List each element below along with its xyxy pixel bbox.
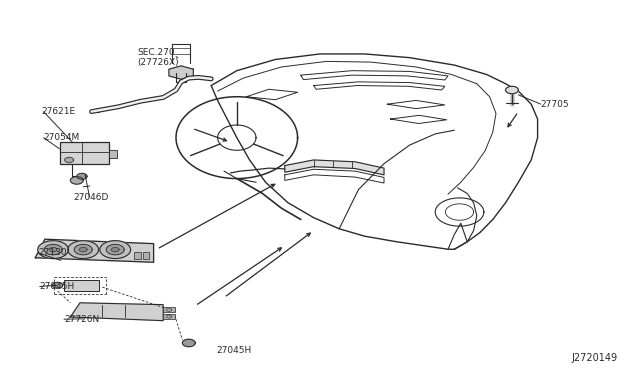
Polygon shape xyxy=(70,177,83,184)
Polygon shape xyxy=(169,66,193,79)
Polygon shape xyxy=(111,247,119,252)
Bar xyxy=(134,252,141,259)
Polygon shape xyxy=(506,86,518,94)
Text: 27705: 27705 xyxy=(541,100,570,109)
Polygon shape xyxy=(68,241,99,259)
Polygon shape xyxy=(35,239,154,262)
Text: 27130: 27130 xyxy=(38,248,67,257)
Polygon shape xyxy=(182,339,195,347)
Bar xyxy=(109,150,117,158)
Text: J2720149: J2720149 xyxy=(572,353,618,363)
Text: 27045H: 27045H xyxy=(40,282,75,291)
Polygon shape xyxy=(79,247,87,252)
Bar xyxy=(60,142,109,164)
Polygon shape xyxy=(74,244,92,255)
Polygon shape xyxy=(65,157,74,163)
Polygon shape xyxy=(100,241,131,259)
Text: 27054M: 27054M xyxy=(44,133,80,142)
Polygon shape xyxy=(44,244,62,255)
Text: 27726N: 27726N xyxy=(64,315,99,324)
Polygon shape xyxy=(285,160,384,175)
Polygon shape xyxy=(106,244,124,255)
Polygon shape xyxy=(70,303,163,321)
Text: 27046D: 27046D xyxy=(74,193,109,202)
Polygon shape xyxy=(77,173,87,179)
Text: SEC.270
(27726X): SEC.270 (27726X) xyxy=(138,48,179,67)
Text: 27621E: 27621E xyxy=(42,107,76,116)
Polygon shape xyxy=(166,308,172,311)
Polygon shape xyxy=(52,282,63,288)
Polygon shape xyxy=(38,241,68,259)
Bar xyxy=(163,307,175,312)
Polygon shape xyxy=(166,315,172,318)
Text: 27045H: 27045H xyxy=(216,346,252,355)
Bar xyxy=(163,314,175,319)
Bar xyxy=(143,252,149,259)
Bar xyxy=(64,280,99,291)
Polygon shape xyxy=(49,247,57,252)
